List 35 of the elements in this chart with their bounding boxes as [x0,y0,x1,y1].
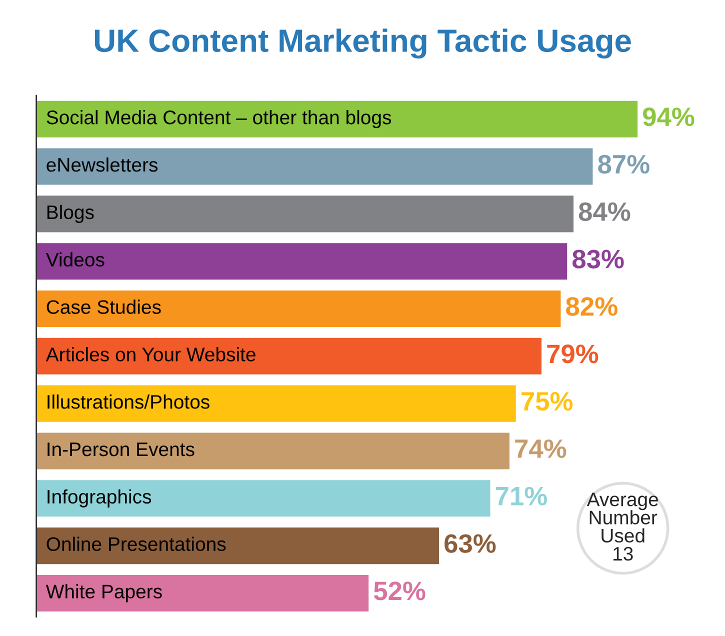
data-label: 84% [578,202,630,222]
y-tick-label: Articles on Your Website [46,347,256,362]
y-tick-label: White Papers [46,584,162,602]
bar [36,384,518,424]
data-label: 63% [444,534,496,553]
y-tick-label: Videos [46,252,104,267]
y-tick-label: Online Presentations [46,536,226,552]
data-label: 94% [643,108,694,126]
y-tick-label: Infographics [48,489,152,508]
data-label: 87% [598,154,650,174]
bar [36,289,562,328]
bar [36,99,639,139]
data-label: 82% [566,297,618,316]
bar [36,574,370,613]
bar [36,526,440,566]
bar [36,242,569,281]
data-label: 74% [515,439,566,458]
bar [36,336,543,376]
y-tick-label: In-Person Events [48,442,194,456]
data-label: 71% [496,486,547,506]
y-tick-label: Social Media Content – other than blogs [46,110,392,128]
data-label: 75% [522,392,573,411]
y-tick-label: Case Studies [46,300,161,314]
annotation: Average Number Used 13 [586,492,658,561]
y-tick-label: Illustrations/Photos [48,394,210,409]
y-tick-label: eNewsletters [46,157,158,172]
y-tick-label: Blogs [47,204,94,223]
bar [36,146,594,186]
data-label: 83% [572,250,624,268]
bar [36,194,575,234]
data-label: 52% [374,582,426,600]
chart-title: UK Content Marketing Tactic Usage [94,28,631,59]
data-label: 79% [547,344,598,364]
bar [36,431,511,471]
bar [36,478,492,518]
